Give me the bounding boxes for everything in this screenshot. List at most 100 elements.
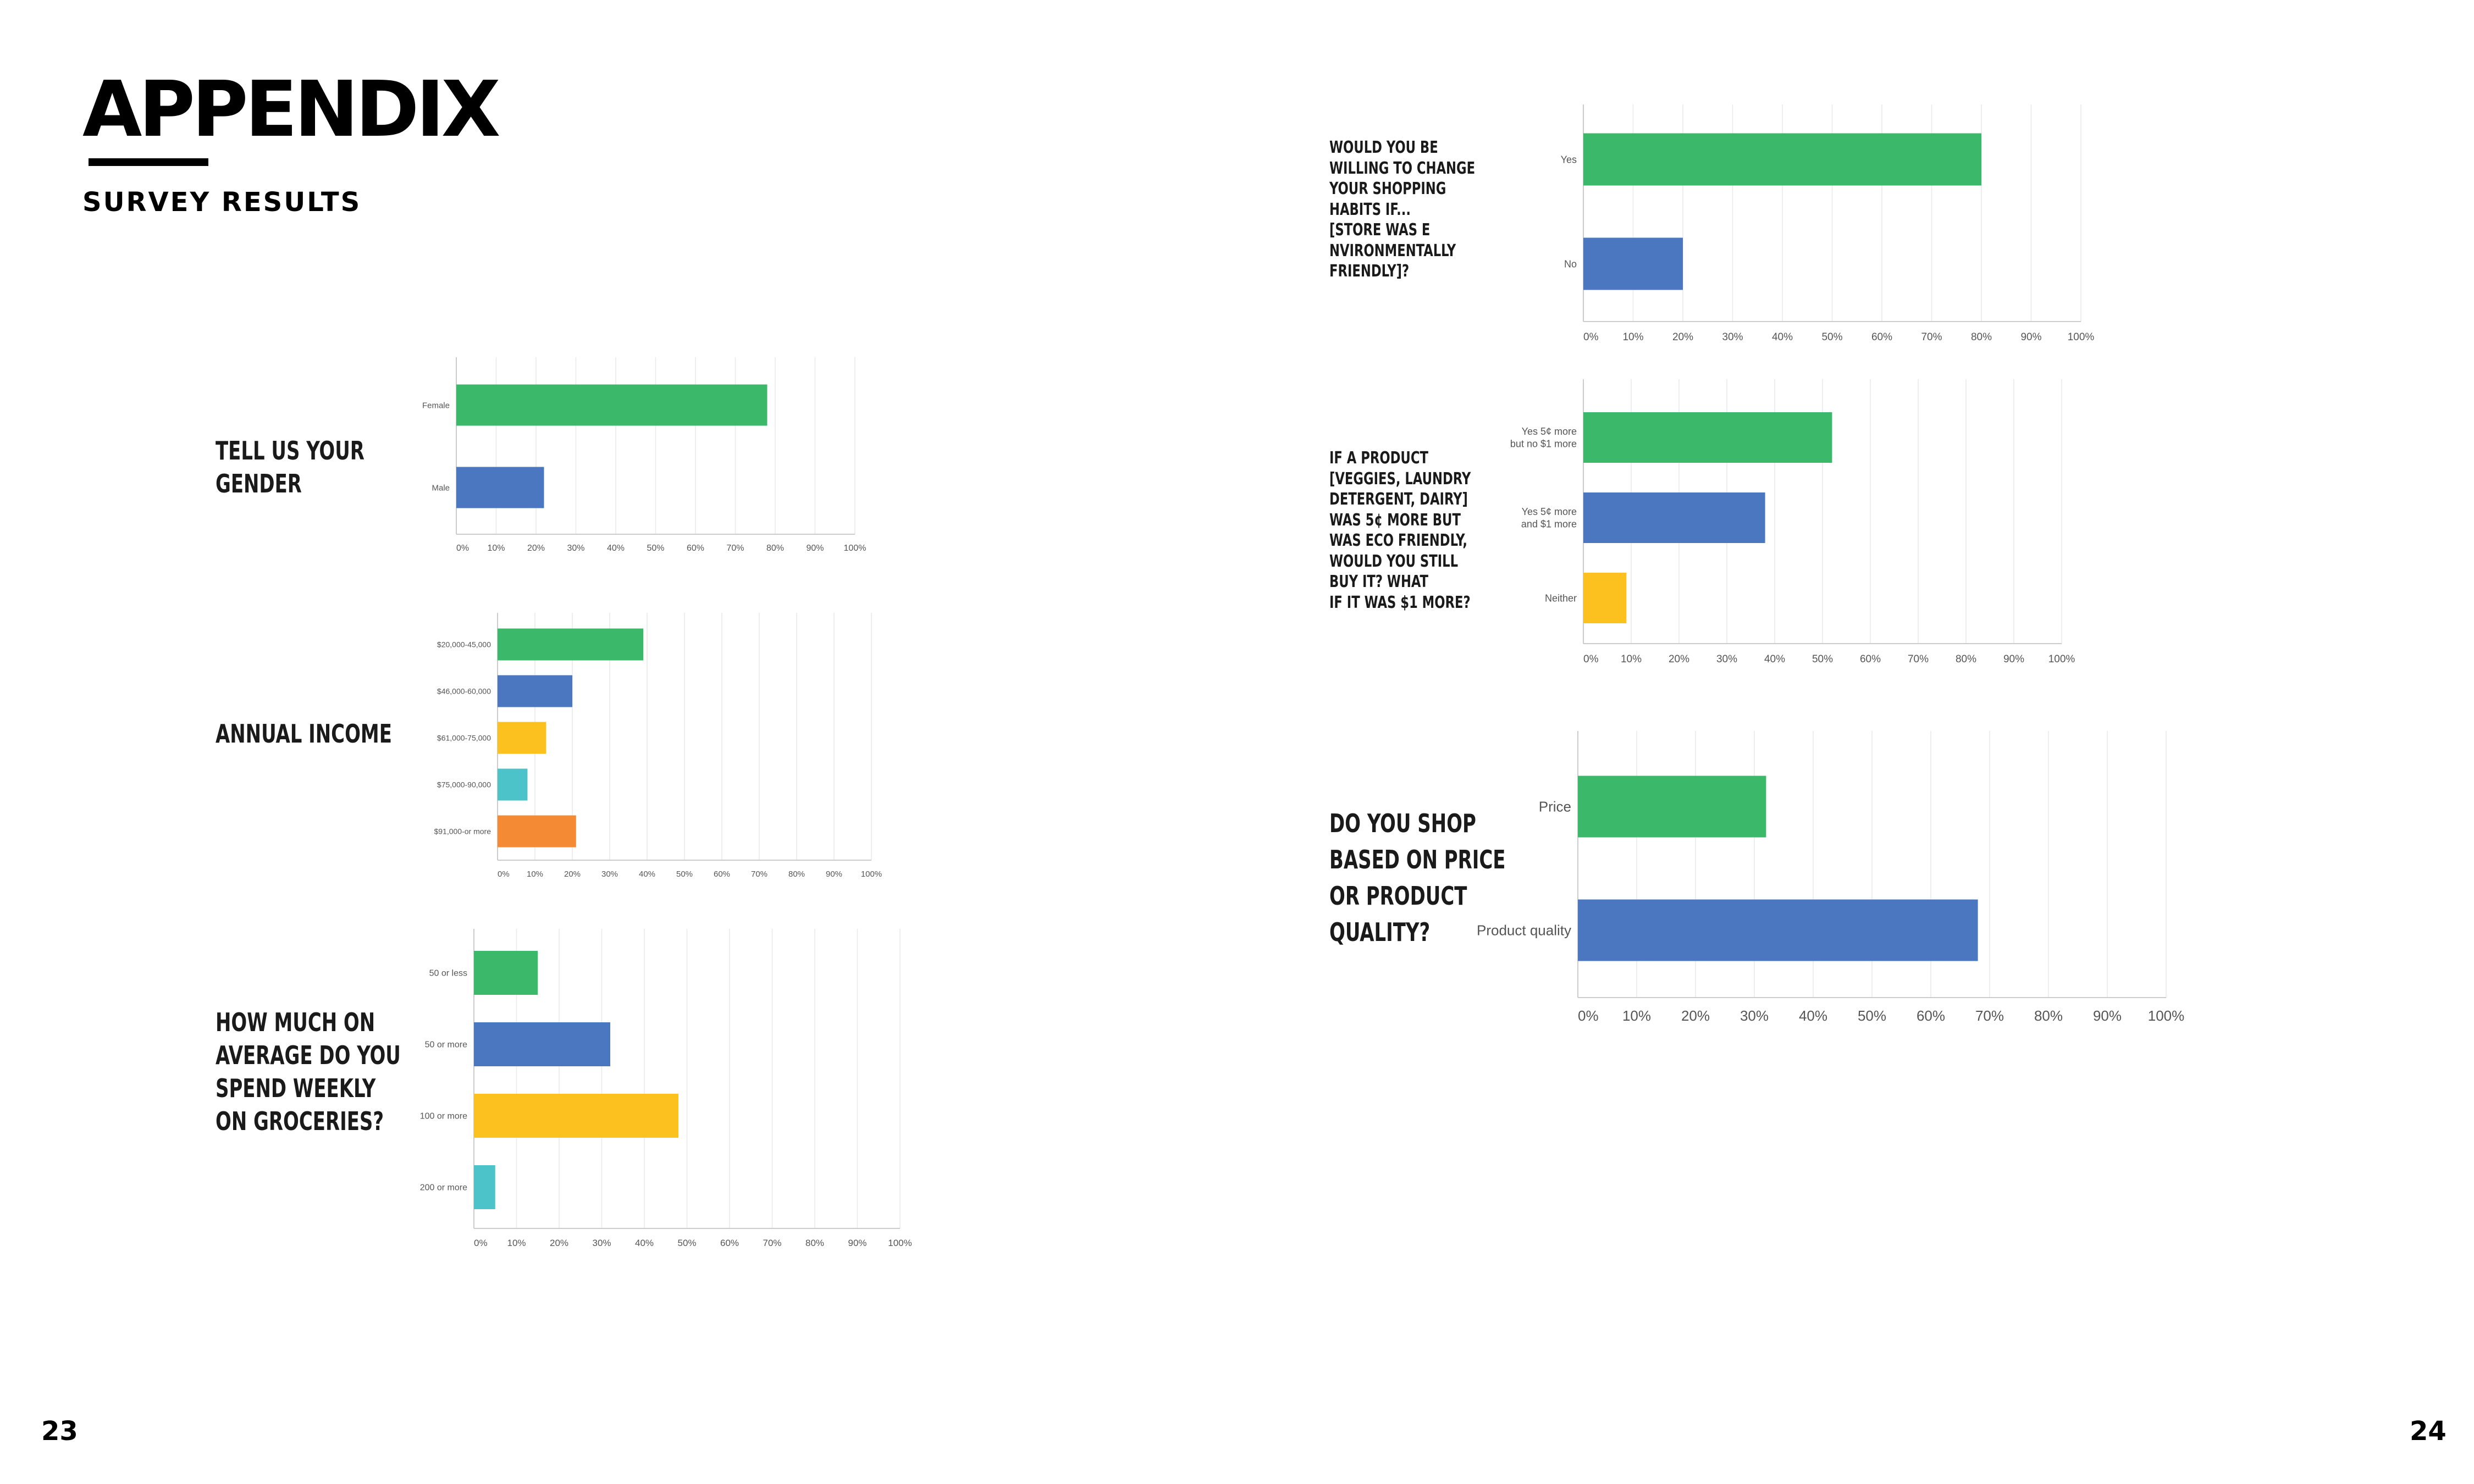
heading-underline (89, 158, 208, 166)
tick-label: 30% (1716, 654, 1737, 665)
category-label: Yes (1561, 154, 1577, 165)
question-price-quality: DO YOU SHOP BASED ON PRICE OR PRODUCT QU… (1329, 809, 1506, 947)
tick-label: 30% (601, 870, 618, 879)
bar (474, 1165, 495, 1209)
tick-label: 90% (826, 870, 842, 879)
tick-label: 70% (751, 870, 767, 879)
tick-label: 50% (1821, 331, 1842, 343)
tick-label: 80% (766, 544, 784, 553)
tick-label: 50% (677, 1238, 696, 1248)
question-income: ANNUAL INCOME (216, 719, 392, 749)
tick-label: 90% (2003, 654, 2024, 665)
bar (498, 675, 572, 707)
question-habits: WOULD YOU BE WILLING TO CHANGE YOUR SHOP… (1329, 138, 1476, 281)
category-label: 50 or less (429, 969, 467, 978)
tick-label: 40% (1772, 331, 1793, 343)
tick-label: 60% (1860, 654, 1881, 665)
tick-label: 10% (1622, 331, 1643, 343)
bar (498, 768, 528, 801)
tick-label: 80% (805, 1238, 824, 1248)
tick-label: 0% (1583, 331, 1599, 343)
tick-label: 50% (1858, 1007, 1886, 1024)
tick-label: 50% (647, 544, 664, 553)
tick-label: 80% (1971, 331, 1992, 343)
category-label: Neither (1545, 593, 1577, 603)
category-label: Female (422, 401, 450, 410)
tick-label: 10% (487, 544, 505, 553)
bar (498, 628, 644, 661)
category-label: $46,000-60,000 (437, 686, 491, 695)
bar (474, 1022, 610, 1066)
page-number-left: 23 (41, 1416, 78, 1447)
category-label: Male (432, 483, 450, 492)
tick-label: 60% (720, 1238, 739, 1248)
bar (1583, 573, 1627, 623)
tick-label: 90% (806, 544, 824, 553)
tick-label: 70% (1975, 1007, 2004, 1024)
tick-label: 80% (1956, 654, 1976, 665)
tick-label: 40% (607, 544, 625, 553)
page-heading: APPENDIX (82, 65, 501, 154)
category-label: Yes 5¢ more but no $1 more (1510, 426, 1577, 450)
bar (1583, 133, 1981, 186)
eco-price-chart: Yes 5¢ more but no $1 more Yes 5¢ more and … (1510, 379, 2075, 665)
tick-label: 30% (1722, 331, 1743, 343)
tick-label: 70% (726, 544, 744, 553)
category-label: Product quality (1477, 922, 1571, 939)
tick-label: 30% (567, 544, 584, 553)
tick-label: 10% (527, 870, 543, 879)
category-label: Yes 5¢ more and $1 more (1521, 506, 1577, 530)
tick-label: 20% (1669, 654, 1689, 665)
tick-label: 20% (550, 1238, 568, 1248)
bar (1583, 492, 1765, 543)
category-label: 200 or more (420, 1183, 467, 1193)
category-label: 100 or more (420, 1112, 467, 1121)
category-label: $61,000-75,000 (437, 733, 491, 742)
tick-label: 0% (498, 870, 510, 879)
category-label: 50 or more (425, 1040, 467, 1050)
page-number-right: 24 (2410, 1416, 2447, 1447)
tick-label: 10% (507, 1238, 526, 1248)
income-chart: $20,000-45,000 $46,000-60,000 $61,000-75,0… (434, 613, 882, 879)
tick-label: 70% (763, 1238, 781, 1248)
tick-label: 20% (564, 870, 581, 879)
bar (498, 815, 576, 848)
bar (1578, 899, 1978, 961)
tick-label: 10% (1621, 654, 1642, 665)
tick-label: 60% (687, 544, 704, 553)
question-gender: TELL US YOUR GENDER (216, 436, 365, 499)
tick-label: 100% (2148, 1007, 2185, 1024)
tick-label: 30% (592, 1238, 611, 1248)
bar (474, 1094, 678, 1138)
tick-label: 40% (1799, 1007, 1827, 1024)
bar (1583, 412, 1832, 463)
tick-label: 50% (676, 870, 693, 879)
tick-label: 100% (2048, 654, 2075, 665)
tick-label: 20% (1672, 331, 1693, 343)
tick-label: 60% (1917, 1007, 1945, 1024)
bar (1583, 237, 1683, 290)
tick-label: 40% (1764, 654, 1785, 665)
tick-label: 0% (1578, 1007, 1599, 1024)
tick-label: 90% (2093, 1007, 2122, 1024)
tick-label: 100% (844, 544, 866, 553)
tick-label: 100% (861, 870, 882, 879)
gender-chart: Female Male 0% 10% 20% 30% 40% 50% 60% 70% 80% 90% 1… (422, 357, 866, 553)
tick-label: 100% (2068, 331, 2095, 343)
tick-label: 60% (1871, 331, 1892, 343)
tick-label: 90% (848, 1238, 866, 1248)
tick-label: 0% (456, 544, 469, 553)
category-label: $91,000-or more (434, 827, 491, 835)
spend-chart: 50 or less 50 or more 100 or more 200 or mo… (420, 929, 912, 1248)
bar (1578, 776, 1766, 838)
price-quality-chart: Price Product quality 0% 10% 20% 30% 40% 50% 60%… (1477, 731, 2185, 1024)
tick-label: 100% (888, 1238, 912, 1248)
tick-label: 80% (788, 870, 805, 879)
tick-label: 40% (639, 870, 655, 879)
habits-chart: Yes No 0% 10% 20% 30% 40% 50% 60% 70% 80% 90% 100% (1561, 104, 2095, 343)
bar (498, 722, 546, 754)
tick-label: 50% (1812, 654, 1833, 665)
tick-label: 70% (1908, 654, 1929, 665)
category-label: $75,000-90,000 (437, 780, 491, 789)
bar (474, 951, 538, 995)
